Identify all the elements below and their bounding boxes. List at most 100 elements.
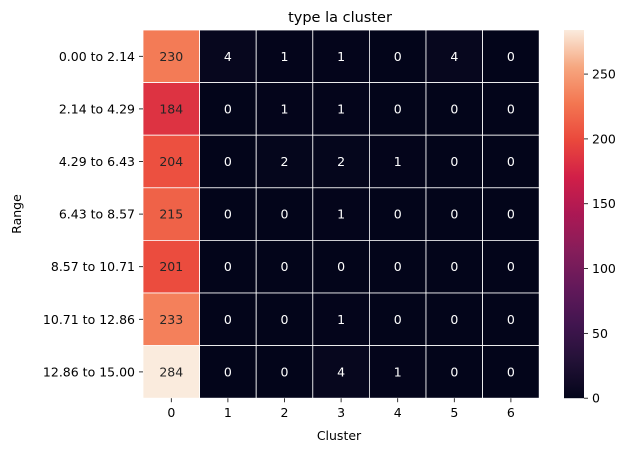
cell-value-label: 233 [159,312,183,327]
cell-value-label: 0 [450,312,458,327]
heatmap-cell [255,134,314,189]
y-tick-label: 2.14 to 4.29 [59,101,135,116]
cell-value-label: 0 [394,312,402,327]
heatmap-cell [255,345,314,399]
y-tick-label: 6.43 to 8.57 [59,207,135,222]
heatmap-cell [199,134,257,189]
heatmap-cell [482,82,540,136]
heatmap-cell [255,292,314,346]
heatmap-cell [199,29,257,83]
cell-value-label: 0 [507,49,515,64]
heatmap-cell [425,187,483,241]
heatmap-cell [482,292,540,346]
cell-value-label: 0 [450,364,458,379]
cell-value-label: 0 [281,207,289,222]
x-axis-label: Cluster [317,428,362,443]
cell-value-label: 1 [337,49,345,64]
cell-value-label: 184 [159,101,183,116]
cell-value-label: 0 [394,259,402,274]
cell-value-label: 201 [159,259,183,274]
cell-value-label: 0 [281,312,289,327]
cell-value-label: 4 [337,364,345,379]
heatmap-cell [142,345,200,399]
cell-value-label: 0 [281,364,289,379]
cell-value-label: 1 [337,101,345,116]
heatmap-cell [142,292,200,346]
cell-value-label: 0 [224,312,232,327]
cell-value-label: 1 [281,49,289,64]
heatmap-cell [312,345,370,399]
cell-value-label: 0 [224,207,232,222]
heatmap-cell [482,187,540,241]
heatmap-cell [255,29,314,83]
cell-value-label: 0 [450,259,458,274]
heatmap-cell [255,239,314,294]
cell-value-label: 1 [281,101,289,116]
heatmap-cell [312,134,370,189]
heatmap-cell [255,82,314,136]
cell-value-label: 204 [159,154,183,169]
cell-value-label: 0 [224,364,232,379]
chart-title: type la cluster [288,10,392,26]
cell-value-label: 0 [507,312,515,327]
x-tick-label: 0 [167,405,175,420]
x-tick-label: 3 [337,405,345,420]
cell-value-label: 0 [394,207,402,222]
cell-value-label: 1 [394,154,402,169]
colorbar-tick-label: 250 [592,67,616,82]
colorbar-tick-label: 200 [592,131,616,146]
cell-value-label: 0 [507,101,515,116]
x-tick-label: 4 [394,405,402,420]
cell-value-label: 0 [337,259,345,274]
colorbar-gradient [564,30,584,399]
heatmap-cell [425,29,483,83]
colorbar: 0 50 100 150 200 250 [564,30,616,406]
heatmap-cell [482,345,540,399]
heatmap-cell [199,292,257,346]
cell-value-label: 0 [507,207,515,222]
cell-value-label: 0 [224,101,232,116]
cell-value-label: 0 [450,207,458,222]
y-tick-label: 0.00 to 2.14 [59,49,135,64]
heatmap-cell [368,345,427,399]
cell-value-label: 0 [394,101,402,116]
heatmap-cell [199,187,257,241]
cell-value-label: 0 [394,49,402,64]
cell-value-label: 0 [450,101,458,116]
cell-value-label: 230 [159,49,183,64]
cell-value-label: 4 [224,49,232,64]
cell-value-label: 0 [507,364,515,379]
cell-value-label: 284 [159,364,183,379]
cell-value-label: 0 [281,259,289,274]
heatmap-cell [368,134,427,189]
cell-value-label: 0 [507,154,515,169]
y-axis-label: Range [9,194,24,234]
cell-value-label: 4 [450,49,458,64]
heatmap-cell [425,345,483,399]
y-tick-label: 12.86 to 15.00 [43,364,135,379]
heatmap-cell [368,292,427,346]
heatmap-cells: 230 4 1 1 0 4 0 184 0 1 1 0 0 0 204 0 2 2 1 0 0 215 0 0 1 0 0 0 201 0… [142,29,540,399]
heatmap-cell [425,134,483,189]
cell-value-label: 2 [337,154,345,169]
y-tick-label: 8.57 to 10.71 [51,259,135,274]
cell-value-label: 1 [337,312,345,327]
cell-value-label: 0 [450,154,458,169]
x-tick-label: 1 [224,405,232,420]
y-tick-label: 4.29 to 6.43 [59,154,135,169]
colorbar-tick-label: 150 [592,196,616,211]
heatmap-cell [312,292,370,346]
y-tick-label: 10.71 to 12.86 [43,312,135,327]
cell-value-label: 0 [224,154,232,169]
heatmap-cell [368,82,427,136]
heatmap-cell [142,29,200,83]
colorbar-tick-label: 0 [592,391,600,406]
heatmap-cell [312,187,370,241]
x-tick-label: 2 [281,405,289,420]
cell-value-label: 1 [394,364,402,379]
heatmap-cell [142,187,200,241]
heatmap-cell [312,29,370,83]
x-tick-label: 5 [450,405,458,420]
colorbar-tick-label: 50 [592,326,608,341]
